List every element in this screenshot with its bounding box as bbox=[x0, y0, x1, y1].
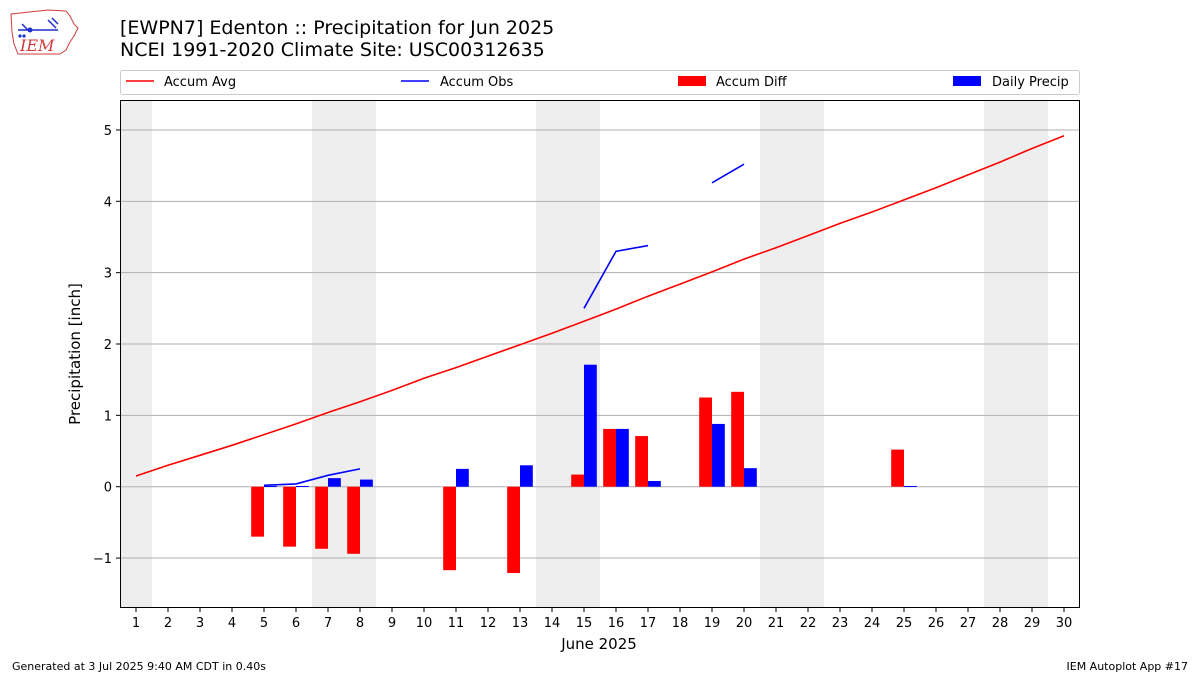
x-tick-label: 7 bbox=[324, 616, 332, 631]
x-tick-label: 27 bbox=[960, 616, 977, 631]
daily-precip-bar-day-20 bbox=[744, 468, 757, 487]
x-tick-label: 23 bbox=[832, 616, 849, 631]
accum-obs-line-segment bbox=[263, 468, 361, 487]
weekend-band-21 bbox=[760, 100, 792, 608]
x-tick-label: 24 bbox=[864, 616, 881, 631]
daily-precip-bar-day-13 bbox=[520, 465, 533, 487]
x-tick-label: 8 bbox=[356, 616, 364, 631]
daily-precip-bar-day-19 bbox=[712, 423, 725, 487]
grid-lines bbox=[120, 129, 1080, 559]
daily-precip-bar-day-5 bbox=[264, 485, 277, 487]
daily-precip-bar-day-6 bbox=[296, 485, 309, 487]
x-tick-label: 14 bbox=[544, 616, 561, 631]
y-tick-label: 3 bbox=[104, 267, 112, 282]
x-tick-label: 2 bbox=[164, 616, 172, 631]
chart-subtitle: NCEI 1991-2020 Climate Site: USC00312635 bbox=[120, 39, 545, 61]
accum-diff-bar-day-15 bbox=[571, 474, 584, 487]
legend-swatch-diff bbox=[678, 76, 706, 86]
daily-precip-bar-day-17 bbox=[648, 481, 661, 487]
x-tick-label: 21 bbox=[768, 616, 785, 631]
x-tick-label: 1 bbox=[132, 616, 140, 631]
bars bbox=[251, 364, 917, 574]
accum-diff-bar-day-13 bbox=[507, 486, 520, 574]
legend-label-obs: Accum Obs bbox=[440, 75, 513, 90]
accum-diff-bar-day-19 bbox=[699, 397, 712, 487]
legend-label-avg: Accum Avg bbox=[164, 75, 236, 90]
legend-swatch-daily bbox=[953, 76, 981, 86]
x-tick-label: 30 bbox=[1056, 616, 1073, 631]
daily-precip-bar-day-8 bbox=[360, 479, 373, 487]
accum-diff-bar-day-17 bbox=[635, 436, 648, 487]
x-axis-label: June 2025 bbox=[560, 635, 637, 653]
accum-avg-line-segment bbox=[135, 134, 1065, 477]
daily-precip-bar-day-15 bbox=[584, 364, 597, 487]
weekend-band-22 bbox=[792, 100, 824, 608]
y-tick-label: 2 bbox=[104, 338, 112, 353]
accum-diff-bar-day-6 bbox=[283, 486, 296, 547]
daily-precip-bar-day-25 bbox=[904, 485, 917, 487]
weekend-band-29 bbox=[1016, 100, 1048, 608]
y-tick-label: −1 bbox=[93, 552, 112, 567]
chart-title: [EWPN7] Edenton :: Precipitation for Jun… bbox=[120, 17, 555, 39]
logo-text: IEM bbox=[19, 36, 55, 55]
x-tick-label: 19 bbox=[704, 616, 721, 631]
y-tick-label: 0 bbox=[104, 481, 112, 496]
x-tick-label: 25 bbox=[896, 616, 913, 631]
legend-label-daily: Daily Precip bbox=[992, 75, 1069, 90]
x-tick-label: 28 bbox=[992, 616, 1009, 631]
weekend-band-15 bbox=[568, 100, 600, 608]
x-tick-label: 12 bbox=[480, 616, 497, 631]
x-tick-label: 17 bbox=[640, 616, 657, 631]
accum-diff-bar-day-20 bbox=[731, 391, 744, 487]
x-tick-label: 5 bbox=[260, 616, 268, 631]
x-tick-label: 26 bbox=[928, 616, 945, 631]
x-tick-label: 20 bbox=[736, 616, 753, 631]
daily-precip-bar-day-16 bbox=[616, 428, 629, 487]
accum-obs-line-segment bbox=[711, 163, 745, 184]
generated-timestamp: Generated at 3 Jul 2025 9:40 AM CDT in 0… bbox=[12, 660, 266, 673]
x-tick-label: 10 bbox=[416, 616, 433, 631]
x-tick-label: 13 bbox=[512, 616, 529, 631]
x-tick-label: 29 bbox=[1024, 616, 1041, 631]
daily-precip-bar-day-7 bbox=[328, 478, 341, 487]
x-tick-label: 9 bbox=[388, 616, 396, 631]
legend-label-diff: Accum Diff bbox=[716, 75, 788, 90]
legend-box bbox=[120, 70, 1080, 95]
y-axis-label: Precipitation [inch] bbox=[66, 283, 84, 425]
weekend-band-28 bbox=[984, 100, 1016, 608]
weekend-band-14 bbox=[536, 100, 568, 608]
y-tick-label: 4 bbox=[104, 195, 112, 210]
accum-diff-bar-day-11 bbox=[443, 486, 456, 571]
x-tick-label: 4 bbox=[228, 616, 236, 631]
app-label: IEM Autoplot App #17 bbox=[1066, 660, 1189, 673]
x-tick-label: 11 bbox=[448, 616, 465, 631]
weekend-band-1 bbox=[120, 100, 152, 608]
iem-logo: IEM bbox=[8, 6, 82, 64]
legend: Accum Avg Accum Obs Accum Diff Daily Pre… bbox=[120, 70, 1080, 95]
x-tick-label: 15 bbox=[576, 616, 593, 631]
x-tick-label: 18 bbox=[672, 616, 689, 631]
x-tick-label: 22 bbox=[800, 616, 817, 631]
accum-diff-bar-day-7 bbox=[315, 486, 328, 549]
plot-frame bbox=[120, 100, 1080, 608]
x-tick-label: 3 bbox=[196, 616, 204, 631]
x-tick-label: 6 bbox=[292, 616, 300, 631]
accum-diff-bar-day-16 bbox=[603, 428, 616, 487]
daily-precip-bar-day-11 bbox=[456, 468, 469, 487]
lines bbox=[135, 134, 1065, 487]
x-tick-label: 16 bbox=[608, 616, 625, 631]
accum-diff-bar-day-5 bbox=[251, 486, 264, 537]
accum-diff-bar-day-25 bbox=[891, 449, 904, 487]
y-tick-label: 1 bbox=[104, 409, 112, 424]
accum-diff-bar-day-8 bbox=[347, 486, 360, 554]
accum-obs-line-segment bbox=[583, 244, 649, 309]
y-tick-label: 5 bbox=[104, 124, 112, 139]
